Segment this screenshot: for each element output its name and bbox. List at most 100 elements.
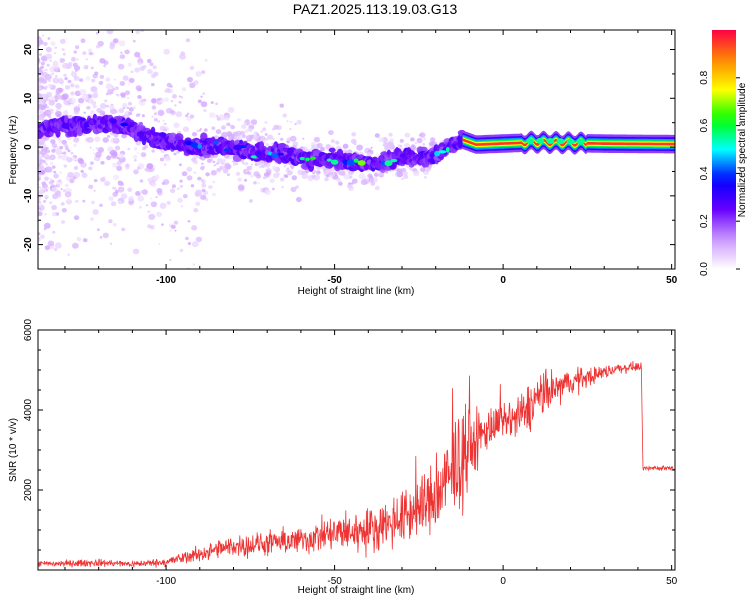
heatmap-cell [102,137,109,143]
heatmap-cell [54,93,62,100]
heatmap-cell [70,71,78,77]
heatmap-cell [246,165,253,171]
heatmap-cell [61,154,68,161]
heatmap-cell [106,155,112,161]
heatmap-cell [144,167,149,172]
heatmap-cell [44,68,48,72]
heatmap-cell [99,110,106,116]
colorbar-tick-label: 0.0 [699,262,710,276]
heatmap-cell [85,58,89,61]
heatmap-cell [63,99,70,106]
heatmap-cell [134,67,141,73]
heatmap-cell [245,119,249,123]
heatmap-cell [47,98,51,102]
heatmap-cell [149,62,154,67]
heatmap-cell [197,99,202,104]
heatmap-cell [185,38,190,43]
heatmap-cell [170,188,176,193]
heatmap-cell [190,184,195,188]
heatmap-cell [275,171,281,176]
heatmap-cell [195,71,202,77]
heatmap-cell [239,130,245,136]
heatmap-cell [163,163,167,166]
heatmap-cell [76,58,79,61]
heatmap-cell [86,97,94,104]
heatmap-cell [172,94,177,99]
heatmap-cell [63,164,68,168]
heatmap-cell [61,58,66,62]
heatmap-cell [48,83,53,88]
spectrogram-frame [37,29,676,270]
heatmap-cell [54,52,57,55]
heatmap-cell [161,133,167,138]
heatmap-cell [382,142,389,147]
x-tick-label: -100 [156,576,176,587]
heatmap-cell [79,78,84,82]
y-tick-label: 0 [23,144,34,150]
heatmap-cell [433,165,435,168]
heatmap-cell [105,83,113,90]
x-tick-label: 0 [500,576,506,587]
heatmap-cell [67,79,72,84]
heatmap-cell [161,223,164,226]
colorbar-tick-label: 0.4 [699,166,710,180]
heatmap-cell [403,174,409,179]
heatmap-cell [47,111,51,115]
colorbar: 0.0 0.2 0.4 0.6 0.8 Normalized spectral ampl… [699,30,748,276]
heatmap-cell [118,180,121,183]
heatmap-cell [277,132,281,135]
heatmap-cell [212,192,216,197]
colorbar-gradient [712,30,736,269]
heatmap-cell [313,144,318,148]
heatmap-cell [151,149,155,153]
heatmap-cell [95,44,101,49]
heatmap-cell [258,135,266,142]
heatmap-cell [48,99,55,106]
heatmap-cell [410,145,417,151]
heatmap-cell [64,85,71,90]
heatmap-cell [78,158,85,165]
heatmap-cell [237,184,245,191]
heatmap-cell [271,152,280,158]
heatmap-cell [139,66,145,71]
heatmap-cell [40,234,45,239]
heatmap-cell [44,26,46,28]
heatmap-cell [43,222,51,229]
heatmap-cell [336,177,341,183]
heatmap-cell [38,85,42,92]
heatmap-cell [45,163,49,166]
heatmap-cell [176,187,180,191]
heatmap-cell [209,112,216,118]
heatmap-cell [89,161,94,166]
heatmap-cell [164,97,169,102]
heatmap-cell [57,69,61,73]
heatmap-cell [148,213,156,220]
heatmap-cell [150,181,157,188]
heatmap-cell [113,13,117,16]
heatmap-cell [193,159,198,165]
heatmap-cell [280,177,285,182]
heatmap-cell [218,114,226,121]
heatmap-cell [114,86,119,90]
heatmap-cell [102,232,109,239]
heatmap-cell [57,138,61,141]
heatmap-cell [210,101,214,104]
heatmap-cell [141,189,148,195]
heatmap-cell [200,166,205,171]
heatmap-cell [74,105,78,109]
heatmap-cell [159,125,166,132]
heatmap-cell [199,127,202,130]
heatmap-cell [187,242,192,245]
heatmap-cell [76,236,82,242]
heatmap-cell [84,12,90,18]
heatmap-cell [42,57,47,61]
heatmap-cell [296,119,302,125]
heatmap-cell [272,187,275,191]
heatmap-cell [84,25,88,29]
heatmap-cell [175,111,183,118]
heatmap-cell [348,175,353,179]
heatmap-cell [95,31,99,35]
heatmap-cell [91,78,96,83]
heatmap-cell [186,112,190,116]
